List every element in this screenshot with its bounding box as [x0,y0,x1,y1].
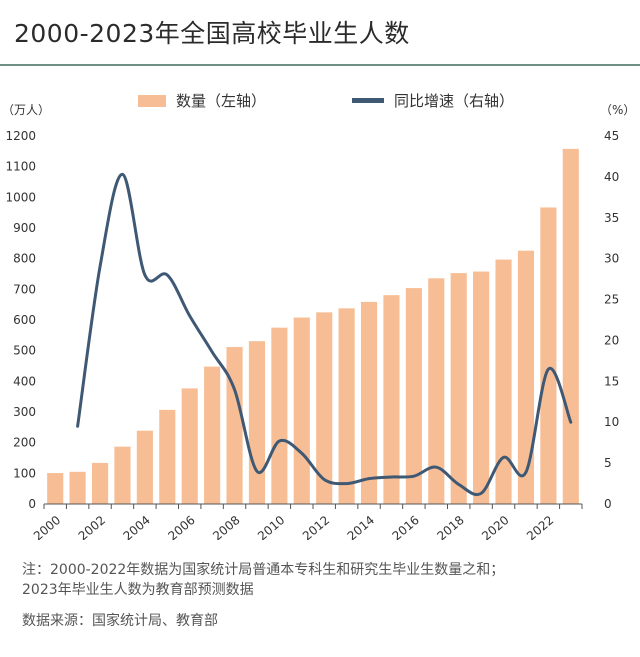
bar [540,207,557,504]
left-tick-label: 500 [13,344,36,358]
bar-series [47,148,579,504]
left-tick-label: 900 [13,221,36,235]
bar [316,312,333,504]
bar [360,301,378,504]
right-tick-label: 45 [604,129,619,143]
x-tick-label: 2004 [121,513,153,540]
legend: 数量（左轴） 同比增速（右轴） [138,92,514,110]
right-tick-label: 10 [604,415,619,429]
bar [517,250,535,504]
left-axis-ticks: 0 100 200 300 400 500 600 700 800 900 1000 1100 1200 [5,129,36,511]
x-tick-label: 2020 [479,513,511,540]
left-tick-label: 1000 [5,190,36,204]
right-tick-label: 20 [604,333,619,347]
x-tick-label: 2010 [255,513,287,540]
right-tick-label: 40 [604,170,619,184]
bar [114,446,131,504]
x-tick-label: 2008 [210,513,242,540]
title-divider [0,64,640,66]
x-tick-label: 2022 [524,513,556,540]
bar [159,409,176,504]
left-tick-label: 600 [13,313,36,327]
left-tick-label: 1100 [5,160,36,174]
right-axis-ticks: 0 5 10 15 20 25 30 35 40 45 [604,129,619,511]
left-tick-label: 100 [13,466,36,480]
right-tick-label: 25 [604,293,619,307]
right-tick-label: 0 [604,497,612,511]
footnote-line-2: 2023年毕业生人数为教育部预测数据 [22,582,254,598]
right-tick-label: 15 [604,374,619,388]
growth-rate-line [76,172,573,496]
data-source: 数据来源：国家统计局、教育部 [22,613,218,629]
bar [91,462,109,504]
x-tick-label: 2014 [345,513,377,540]
bar [181,388,198,504]
right-axis-unit: （%） [600,103,635,117]
bar [293,317,310,504]
x-tick-label: 2002 [76,513,108,540]
bar [248,341,266,504]
bar [473,271,490,504]
bar [204,366,221,504]
x-tick-label: 2006 [165,513,197,540]
left-tick-label: 400 [13,374,36,388]
right-tick-label: 30 [604,252,619,266]
bar [271,327,288,504]
x-tick-label: 2018 [434,513,466,540]
left-axis-unit: （万人） [2,103,50,117]
bar [495,259,512,504]
bar [450,273,467,504]
left-tick-label: 800 [13,252,36,266]
x-axis-ticks: 2000 2002 2004 2006 2008 2010 2012 2014 2016 2018… [31,504,583,540]
bar [47,473,64,504]
combo-chart: 数量（左轴） 同比增速（右轴） （万人） （%） 010020030040050… [2,92,635,540]
legend-line-label: 同比增速（右轴） [394,92,514,110]
left-tick-label: 700 [13,282,36,296]
left-tick-label: 200 [13,436,36,450]
legend-bar-swatch [138,95,166,107]
legend-line-swatch [352,98,384,103]
bar [428,278,445,504]
bar [69,471,86,504]
bar [405,288,422,504]
bar [226,346,243,504]
legend-bar-label: 数量（左轴） [176,92,266,110]
bar [136,430,153,504]
left-tick-label: 300 [13,405,36,419]
bar [338,308,355,504]
footnote: 注：2000-2022年数据为国家统计局普通本专科生和研究生毕业生数量之和； 2… [22,560,504,600]
right-tick-label: 35 [604,211,619,225]
right-tick-label: 5 [604,456,612,470]
x-tick-label: 2012 [300,513,332,540]
left-tick-label: 1200 [5,129,36,143]
chart-title: 2000-2023年全国高校毕业生人数 [14,19,410,48]
left-tick-label: 0 [28,497,36,511]
footnote-line-1: 注：2000-2022年数据为国家统计局普通本专科生和研究生毕业生数量之和； [22,562,505,578]
bar [383,295,400,504]
x-tick-label: 2000 [31,513,63,540]
x-tick-label: 2016 [390,513,422,540]
bar [562,148,579,504]
